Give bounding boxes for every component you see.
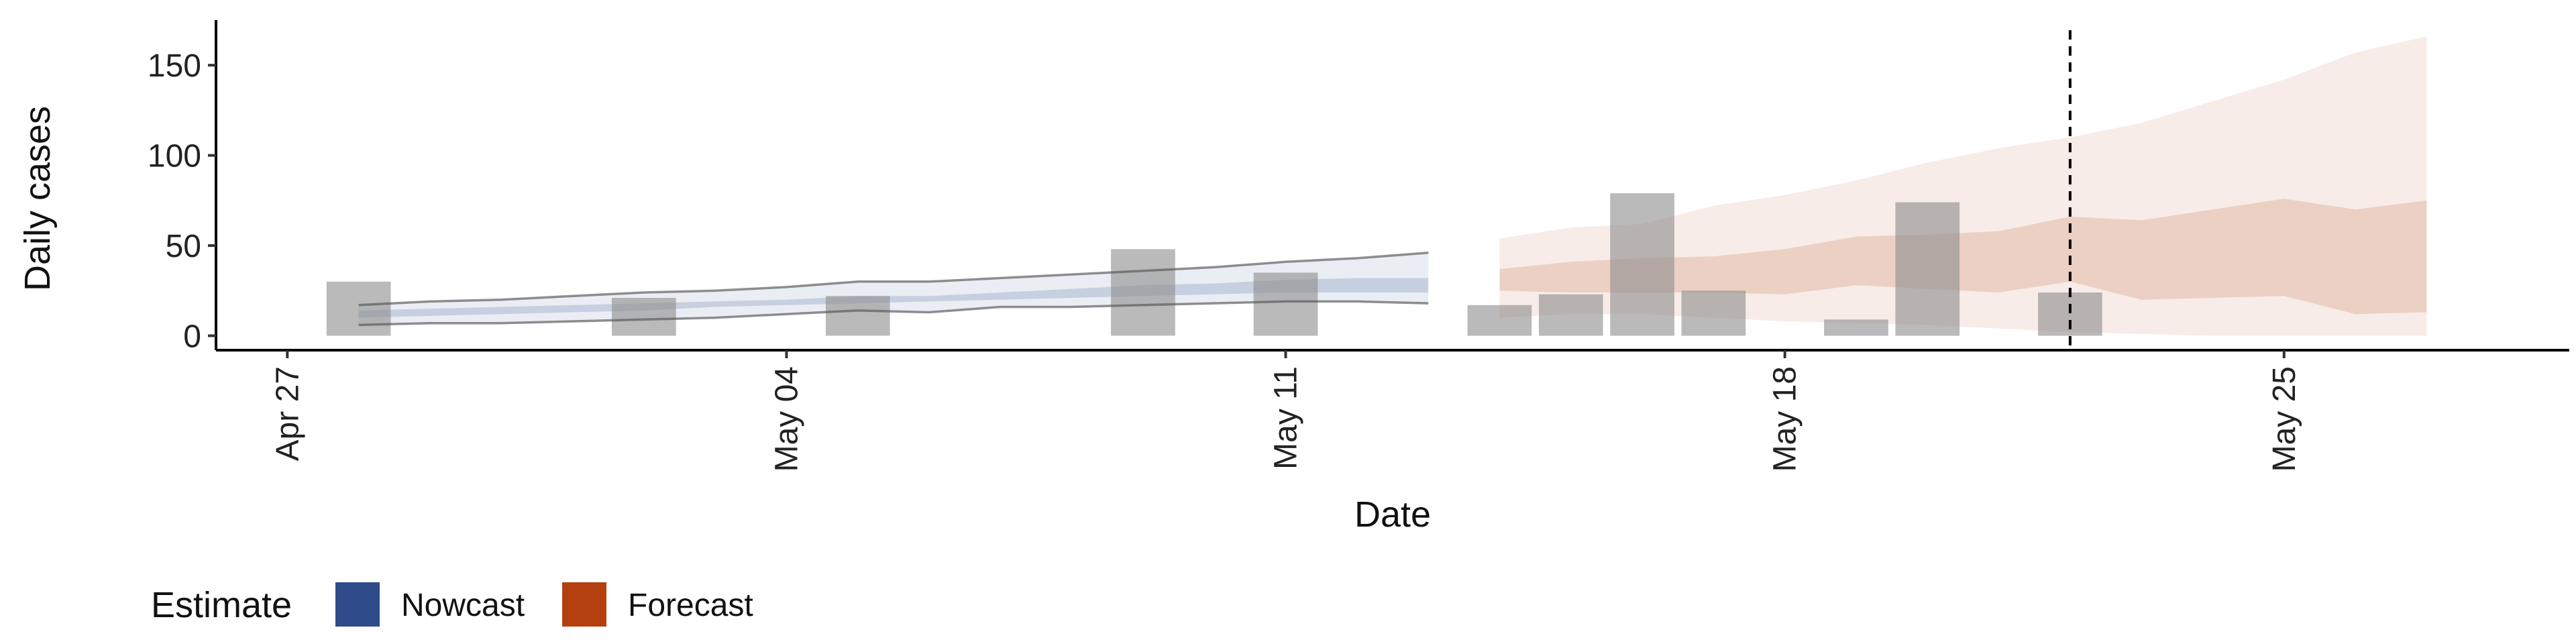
case-bar	[1895, 202, 1960, 336]
observed-case-bars	[326, 193, 2102, 336]
legend-swatch-forecast	[562, 582, 606, 627]
x-tick-label: May 25	[2267, 366, 2302, 472]
y-tick-label: 50	[166, 229, 201, 264]
case-bar	[1610, 193, 1674, 336]
forecast-inner-band	[1499, 199, 2427, 315]
estimate-interval-lines	[358, 252, 1429, 327]
y-tick-label: 150	[148, 48, 201, 84]
case-bar	[825, 296, 890, 336]
x-axis-title: Date	[1354, 494, 1431, 535]
nowcast-lower-line	[358, 300, 1429, 327]
legend-swatch-nowcast	[335, 582, 380, 627]
y-axis-ticks: 0 50 100 150	[148, 48, 216, 354]
y-axis-title: Daily cases	[17, 106, 58, 291]
case-bar	[1538, 294, 1603, 336]
x-tick-label: May 11	[1269, 366, 1304, 470]
x-tick-label: May 18	[1768, 366, 1803, 472]
legend: Estimate Nowcast Forecast	[151, 582, 753, 627]
case-bar	[1681, 290, 1746, 336]
x-tick-label: Apr 27	[270, 366, 305, 461]
y-tick-label: 100	[148, 139, 201, 174]
case-bar	[1467, 305, 1532, 336]
legend-title: Estimate	[151, 585, 292, 625]
x-tick-label: May 04	[769, 366, 804, 472]
y-tick-label: 0	[183, 319, 201, 354]
forecast-outer-band	[1499, 36, 2427, 336]
case-bar	[1824, 319, 1888, 336]
x-axis-ticks: Apr 27 May 04 May 11 May 18 May 25	[270, 350, 2302, 472]
legend-label-nowcast: Nowcast	[401, 588, 525, 623]
plot-area	[326, 30, 2427, 350]
axes: 0 50 100 150 Apr 27 May 04 May 11 May 18 May 25	[148, 20, 2569, 472]
case-bar	[1111, 249, 1175, 336]
case-bar	[612, 298, 676, 336]
case-bar	[1253, 272, 1318, 336]
nowcast-upper-line	[358, 252, 1429, 307]
case-bar	[326, 281, 391, 336]
legend-label-forecast: Forecast	[628, 588, 753, 623]
